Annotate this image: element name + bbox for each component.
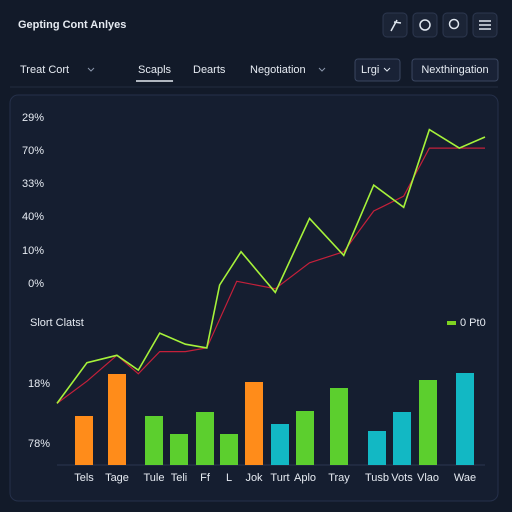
icon-button[interactable] — [412, 12, 438, 38]
axis-label: 78% — [28, 438, 50, 450]
legend-swatch — [447, 321, 456, 325]
x-tick-label: Turt — [270, 472, 289, 484]
bar — [245, 382, 263, 465]
button-label[interactable]: Nexthingation — [421, 64, 488, 76]
axis-label: 40% — [22, 211, 44, 223]
bar — [196, 412, 214, 465]
x-tick-label: Jok — [245, 472, 263, 484]
icon-button[interactable] — [442, 12, 468, 38]
select[interactable]: Lrgi — [361, 64, 379, 76]
tab[interactable]: Dearts — [193, 64, 226, 76]
bar — [456, 373, 474, 465]
icon — [479, 20, 491, 30]
dropdown[interactable]: Treat Cort — [20, 64, 69, 76]
x-tick-label: Vots — [391, 472, 413, 484]
bar — [75, 416, 93, 465]
icon — [390, 19, 402, 32]
x-tick-label: Tels — [74, 472, 94, 484]
bar — [145, 416, 163, 465]
bar — [330, 388, 348, 465]
x-tick-label: Tusb — [365, 472, 389, 484]
bar — [271, 424, 289, 465]
bar — [170, 434, 188, 465]
chart-title: Slort Clatst — [30, 317, 84, 329]
x-tick-label: L — [226, 472, 232, 484]
chart-panel — [9, 94, 499, 502]
tab[interactable]: Negotiation — [250, 64, 306, 76]
x-tick-label: Tule — [144, 472, 165, 484]
x-tick-label: Wae — [454, 472, 476, 484]
chevron — [318, 67, 326, 72]
axis-label: 18% — [28, 378, 50, 390]
icon — [419, 19, 431, 31]
x-tick-label: Teli — [171, 472, 188, 484]
bar — [368, 431, 386, 465]
bar — [419, 380, 437, 465]
page-title: Gepting Cont Anlyes — [18, 19, 126, 31]
line-series — [56, 147, 485, 404]
bar — [393, 412, 411, 465]
bar — [108, 374, 126, 465]
axis-label: 70% — [22, 145, 44, 157]
axis-label: 29% — [22, 112, 44, 124]
bar — [220, 434, 238, 465]
x-tick-label: Vlao — [417, 472, 439, 484]
axis-label: 10% — [22, 245, 44, 257]
icon — [448, 18, 460, 30]
chevron — [87, 67, 95, 72]
x-tick-label: Ff — [200, 472, 211, 484]
x-tick-label: Aplo — [294, 472, 316, 484]
axis-label: 33% — [22, 178, 44, 190]
line-series — [56, 128, 486, 404]
header-icons — [382, 12, 498, 38]
tab[interactable]: Scapls — [138, 64, 172, 76]
button-box[interactable] — [411, 58, 499, 82]
legend-label: 0 Pt0 — [460, 317, 486, 329]
x-tick-label: Tray — [328, 472, 350, 484]
chevron — [383, 67, 391, 72]
axis-label: 0% — [28, 278, 44, 290]
bar — [296, 411, 314, 465]
select-box[interactable] — [354, 58, 401, 82]
x-tick-label: Tage — [105, 472, 129, 484]
